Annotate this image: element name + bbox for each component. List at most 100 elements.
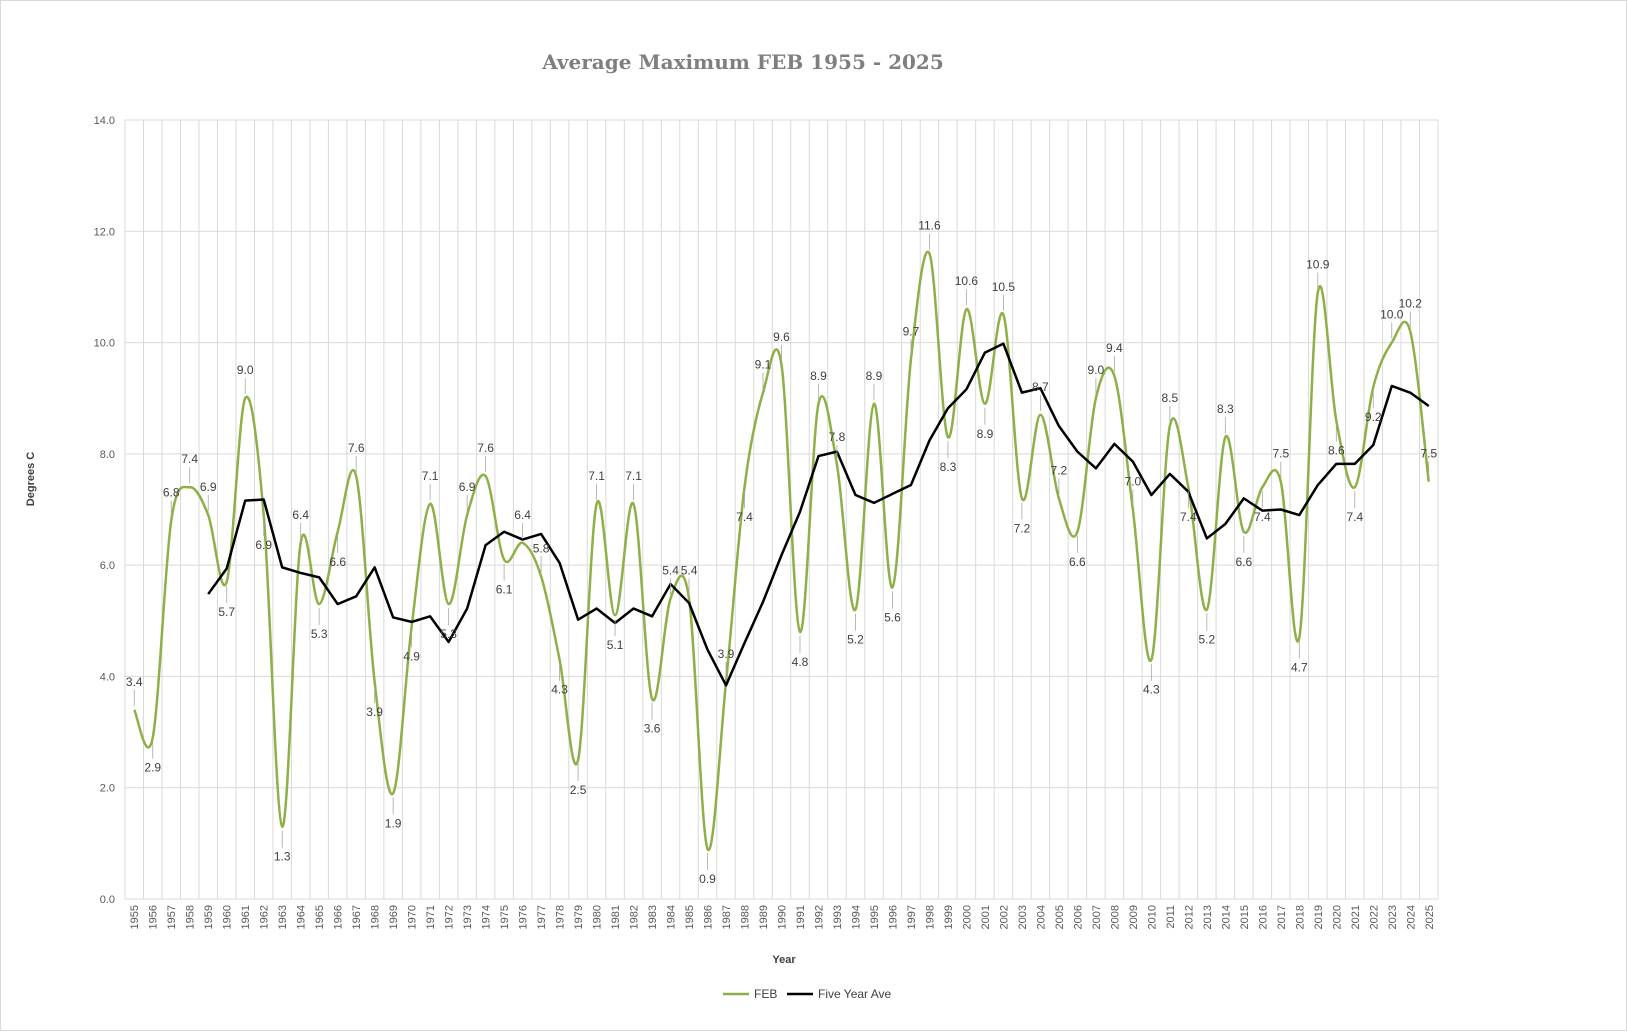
x-tick-label: 1960 [222, 905, 234, 929]
x-tick-label: 2019 [1313, 905, 1325, 929]
x-axis-ticks: 1955 1956 1957 1958 1959 1960 1961 1962 1963 1964… [129, 905, 1436, 929]
x-tick-label: 1990 [777, 905, 789, 929]
x-tick-label: 2017 [1276, 905, 1288, 929]
x-tick-label: 2007 [1091, 905, 1103, 929]
x-tick-label: 2023 [1387, 905, 1399, 929]
x-tick-label: 2022 [1368, 905, 1380, 929]
x-tick-label: 1955 [129, 905, 141, 929]
data-label: 5.2 [1198, 633, 1215, 647]
x-tick-label: 2013 [1202, 905, 1214, 929]
x-tick-label: 1956 [148, 905, 160, 929]
x-tick-label: 2015 [1239, 905, 1251, 929]
y-tick-label: 4.0 [100, 671, 115, 683]
data-label: 7.6 [348, 441, 365, 455]
x-tick-label: 1982 [629, 905, 641, 929]
data-label: 5.4 [662, 564, 679, 578]
data-label: 5.1 [607, 638, 624, 652]
data-label: 6.6 [1235, 555, 1252, 569]
x-axis-title: Year [772, 954, 796, 966]
x-tick-label: 1995 [869, 905, 881, 929]
x-tick-label: 1998 [924, 905, 936, 929]
data-label: 6.6 [329, 555, 346, 569]
data-label: 9.4 [1106, 341, 1123, 355]
x-tick-label: 1984 [666, 905, 678, 929]
x-tick-label: 1965 [314, 905, 326, 929]
x-tick-label: 1963 [277, 905, 289, 929]
data-label: 9.0 [1088, 363, 1105, 377]
x-tick-label: 1962 [259, 905, 271, 929]
x-tick-label: 1968 [370, 905, 382, 929]
y-tick-label: 8.0 [100, 449, 115, 461]
x-tick-label: 2012 [1183, 905, 1195, 929]
x-tick-label: 1978 [555, 905, 567, 929]
x-tick-label: 1981 [610, 905, 622, 929]
data-label: 8.6 [1328, 443, 1345, 457]
data-label: 7.5 [1420, 447, 1437, 461]
data-label: 7.2 [1051, 463, 1068, 477]
data-label: 7.6 [477, 441, 494, 455]
x-tick-label: 1972 [444, 905, 456, 929]
data-label: 4.8 [792, 655, 809, 669]
x-tick-label: 1986 [703, 905, 715, 929]
data-label: 7.4 [736, 510, 753, 524]
data-label: 4.9 [403, 649, 420, 663]
x-tick-label: 2021 [1350, 905, 1362, 929]
data-label: 7.0 [1125, 475, 1142, 489]
data-label: 2.5 [570, 783, 587, 797]
x-tick-label: 2016 [1257, 905, 1269, 929]
data-label: 3.9 [718, 647, 735, 661]
x-tick-label: 2009 [1128, 905, 1140, 929]
gridlines [124, 119, 1439, 900]
x-tick-label: 1988 [740, 905, 752, 929]
data-label: 7.4 [181, 452, 198, 466]
series-line-five-year-ave [207, 342, 1430, 687]
legend: FEB Five Year Ave [723, 987, 891, 1001]
y-tick-label: 14.0 [94, 115, 115, 127]
legend-label-feb: FEB [754, 987, 777, 1001]
data-label: 8.9 [866, 369, 883, 383]
x-tick-label: 1975 [499, 905, 511, 929]
data-label: 4.7 [1291, 660, 1308, 674]
data-label: 6.1 [496, 583, 513, 597]
x-tick-label: 2024 [1405, 905, 1417, 929]
data-label: 6.9 [255, 538, 272, 552]
data-label: 6.4 [514, 508, 531, 522]
x-tick-label: 1958 [185, 905, 197, 929]
data-label: 10.2 [1399, 296, 1423, 310]
data-label: 5.7 [218, 605, 235, 619]
chart-title: Average Maximum FEB 1955 - 2025 [541, 50, 944, 74]
x-tick-label: 1987 [721, 905, 733, 929]
data-label: 7.8 [829, 430, 846, 444]
data-label: 9.6 [773, 330, 790, 344]
data-label: 8.5 [1162, 391, 1179, 405]
data-label: 10.0 [1380, 308, 1404, 322]
data-label: 9.0 [237, 363, 254, 377]
data-label: 3.6 [644, 722, 661, 736]
data-label: 5.3 [311, 627, 328, 641]
x-tick-label: 2025 [1424, 905, 1436, 929]
data-label: 8.3 [940, 460, 957, 474]
x-tick-label: 2001 [980, 905, 992, 929]
legend-label-five-year-ave: Five Year Ave [818, 987, 891, 1001]
data-label: 10.6 [955, 274, 979, 288]
data-label: 5.8 [533, 541, 550, 555]
x-tick-label: 1957 [166, 905, 178, 929]
x-tick-label: 1983 [647, 905, 659, 929]
x-tick-label: 2005 [1054, 905, 1066, 929]
x-tick-label: 1996 [887, 905, 899, 929]
x-tick-label: 1993 [832, 905, 844, 929]
x-tick-label: 2000 [961, 905, 973, 929]
x-tick-label: 1961 [240, 905, 252, 929]
data-label: 10.5 [992, 280, 1016, 294]
series-lines [133, 250, 1430, 852]
series-line-feb [133, 250, 1430, 852]
y-axis-ticks: 0.0 2.0 4.0 6.0 8.0 10.0 12.0 14.0 [94, 115, 115, 906]
data-label: 0.9 [699, 872, 716, 886]
data-label: 9.7 [903, 324, 920, 338]
data-label: 1.9 [385, 816, 402, 830]
data-label: 5.3 [440, 627, 457, 641]
data-label: 5.4 [681, 564, 698, 578]
data-label: 11.6 [918, 219, 941, 233]
data-label: 6.4 [292, 508, 309, 522]
